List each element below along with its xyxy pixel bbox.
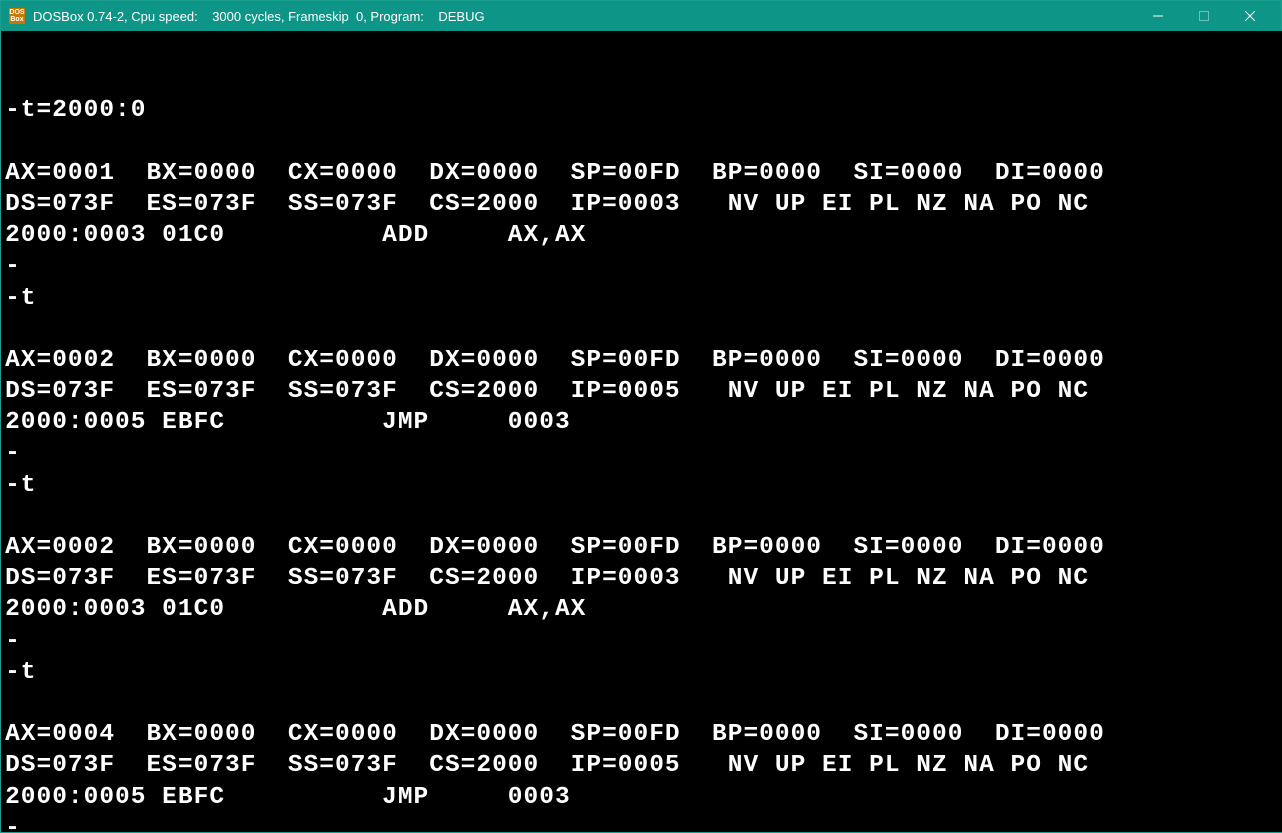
terminal-line [5, 314, 1282, 345]
terminal-line: 2000:0003 01C0 ADD AX,AX [5, 594, 1282, 625]
terminal-line: -t [5, 470, 1282, 501]
terminal-line: -t=2000:0 [5, 95, 1282, 126]
maximize-button[interactable] [1181, 1, 1227, 31]
window-title: DOSBox 0.74-2, Cpu speed: 3000 cycles, F… [33, 9, 1135, 24]
terminal-line: DS=073F ES=073F SS=073F CS=2000 IP=0003 … [5, 189, 1282, 220]
dosbox-icon: DOSBox [9, 8, 25, 24]
terminal-line: AX=0004 BX=0000 CX=0000 DX=0000 SP=00FD … [5, 719, 1282, 750]
terminal-line: - [5, 626, 1282, 657]
terminal-line [5, 127, 1282, 158]
terminal-line: - [5, 438, 1282, 469]
terminal-line: 2000:0005 EBFC JMP 0003 [5, 407, 1282, 438]
close-button[interactable] [1227, 1, 1273, 31]
dosbox-window: DOSBox DOSBox 0.74-2, Cpu speed: 3000 cy… [0, 0, 1282, 833]
terminal-line: - [5, 813, 1282, 832]
terminal-line [5, 501, 1282, 532]
terminal-line: AX=0002 BX=0000 CX=0000 DX=0000 SP=00FD … [5, 345, 1282, 376]
window-controls [1135, 1, 1273, 31]
terminal-line: DS=073F ES=073F SS=073F CS=2000 IP=0005 … [5, 376, 1282, 407]
terminal-line: DS=073F ES=073F SS=073F CS=2000 IP=0005 … [5, 750, 1282, 781]
minimize-button[interactable] [1135, 1, 1181, 31]
terminal-line: -t [5, 283, 1282, 314]
terminal-line [5, 688, 1282, 719]
titlebar[interactable]: DOSBox DOSBox 0.74-2, Cpu speed: 3000 cy… [1, 1, 1281, 31]
terminal-line: - [5, 251, 1282, 282]
terminal-line: 2000:0003 01C0 ADD AX,AX [5, 220, 1282, 251]
terminal-line: DS=073F ES=073F SS=073F CS=2000 IP=0003 … [5, 563, 1282, 594]
terminal-line: -t [5, 657, 1282, 688]
terminal-line: AX=0002 BX=0000 CX=0000 DX=0000 SP=00FD … [5, 532, 1282, 563]
terminal-output[interactable]: -t=2000:0 AX=0001 BX=0000 CX=0000 DX=000… [1, 31, 1282, 832]
terminal-line: 2000:0005 EBFC JMP 0003 [5, 782, 1282, 813]
terminal-line: AX=0001 BX=0000 CX=0000 DX=0000 SP=00FD … [5, 158, 1282, 189]
